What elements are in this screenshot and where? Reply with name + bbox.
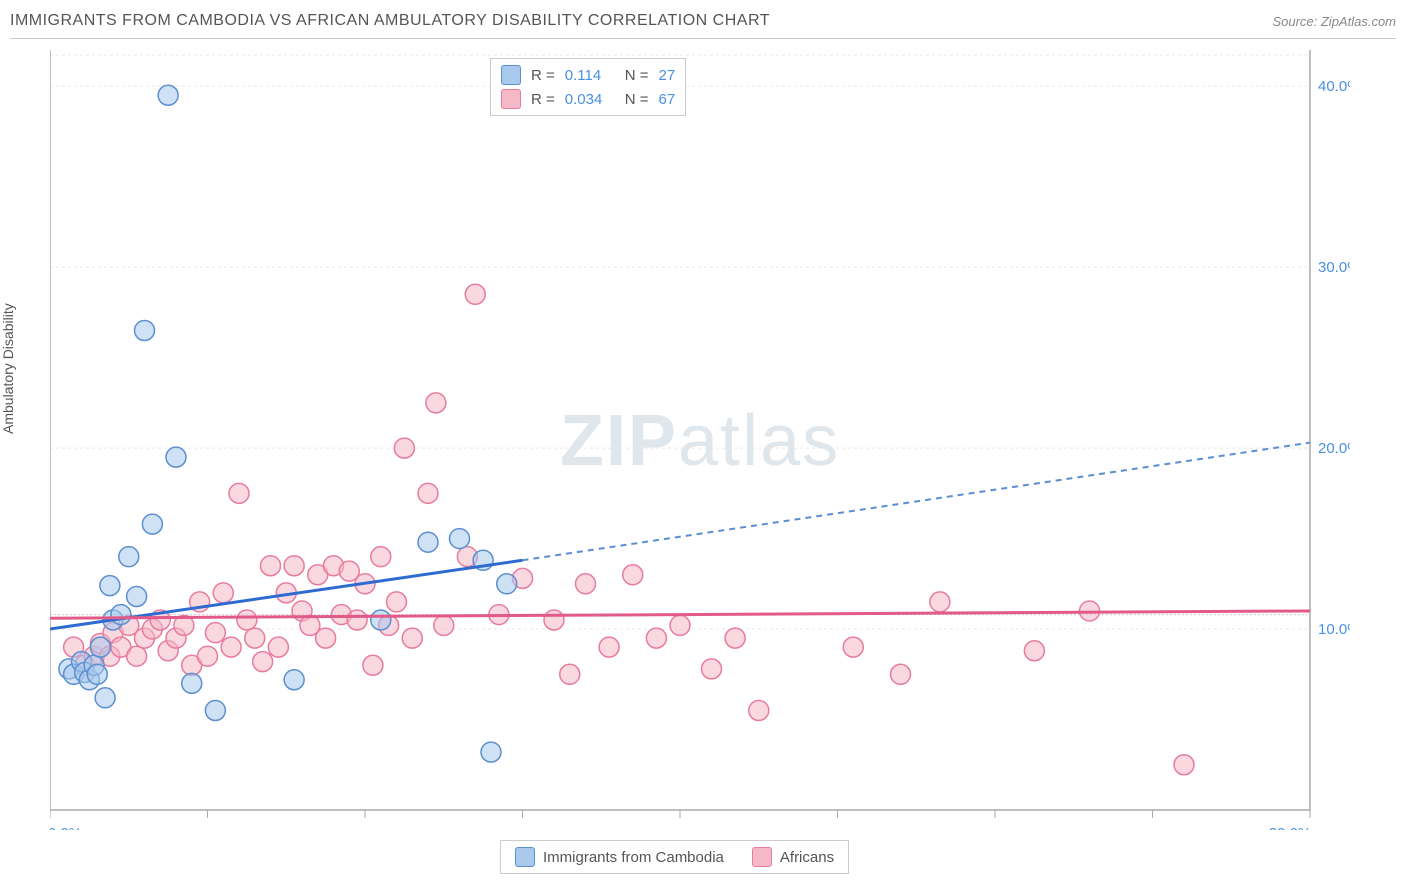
r-value-pink: 0.034 [565, 91, 615, 108]
correlation-scatter-chart: 0.0% 80.0% 10.0% 20.0% 30.0% 40.0% [50, 50, 1350, 830]
svg-text:20.0%: 20.0% [1318, 440, 1350, 457]
x-ticks: 0.0% 80.0% [50, 810, 1311, 830]
svg-text:0.0%: 0.0% [50, 825, 82, 830]
legend-stats-row-pink: R = 0.034 N = 67 [501, 87, 675, 111]
legend-item-africans: Africans [752, 847, 834, 867]
title-bar: IMMIGRANTS FROM CAMBODIA VS AFRICAN AMBU… [10, 12, 1396, 39]
r-value-blue: 0.114 [565, 67, 615, 84]
chart-title: IMMIGRANTS FROM CAMBODIA VS AFRICAN AMBU… [10, 12, 770, 30]
legend-label-africans: Africans [780, 849, 834, 866]
series-africans [64, 284, 1194, 774]
grid-lines [50, 55, 1310, 629]
svg-text:80.0%: 80.0% [1269, 825, 1312, 830]
legend-bottom: Immigrants from Cambodia Africans [500, 840, 849, 874]
svg-text:30.0%: 30.0% [1318, 259, 1350, 276]
legend-stats-row-blue: R = 0.114 N = 27 [501, 63, 675, 87]
r-label: R = [531, 91, 555, 108]
y-ticks: 10.0% 20.0% 30.0% 40.0% [1318, 78, 1350, 638]
y-axis-label: Ambulatory Disability [0, 303, 16, 434]
legend-label-cambodia: Immigrants from Cambodia [543, 849, 724, 866]
svg-text:10.0%: 10.0% [1318, 621, 1350, 638]
n-label: N = [625, 91, 649, 108]
r-label: R = [531, 67, 555, 84]
swatch-blue [501, 65, 521, 85]
n-value-blue: 27 [659, 67, 676, 84]
swatch-blue [515, 847, 535, 867]
legend-stats: R = 0.114 N = 27 R = 0.034 N = 67 [490, 58, 686, 116]
source-label: Source: ZipAtlas.com [1272, 14, 1396, 29]
swatch-pink [501, 89, 521, 109]
trend-lines [50, 443, 1310, 629]
n-label: N = [625, 67, 649, 84]
swatch-pink [752, 847, 772, 867]
legend-item-cambodia: Immigrants from Cambodia [515, 847, 724, 867]
svg-text:40.0%: 40.0% [1318, 78, 1350, 95]
n-value-pink: 67 [659, 91, 676, 108]
